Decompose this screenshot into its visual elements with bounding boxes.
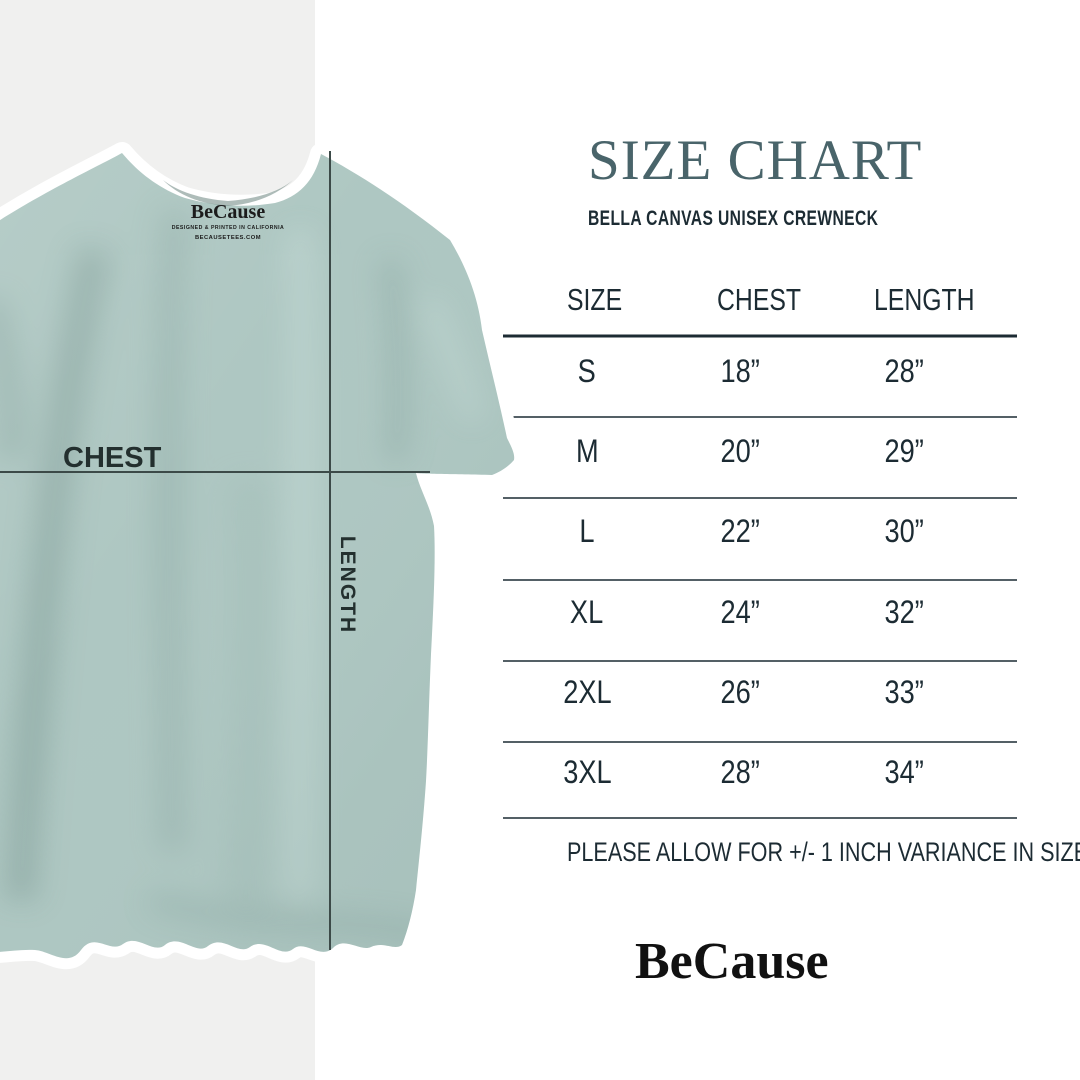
svg-text:CHEST: CHEST <box>63 442 162 474</box>
svg-text:BeCause: BeCause <box>191 201 266 223</box>
svg-text:LENGTH: LENGTH <box>336 536 359 634</box>
svg-text:BECAUSETEES.COM: BECAUSETEES.COM <box>195 235 261 241</box>
svg-text:DESIGNED & PRINTED IN CALIFORN: DESIGNED & PRINTED IN CALIFORNIA <box>172 225 285 231</box>
